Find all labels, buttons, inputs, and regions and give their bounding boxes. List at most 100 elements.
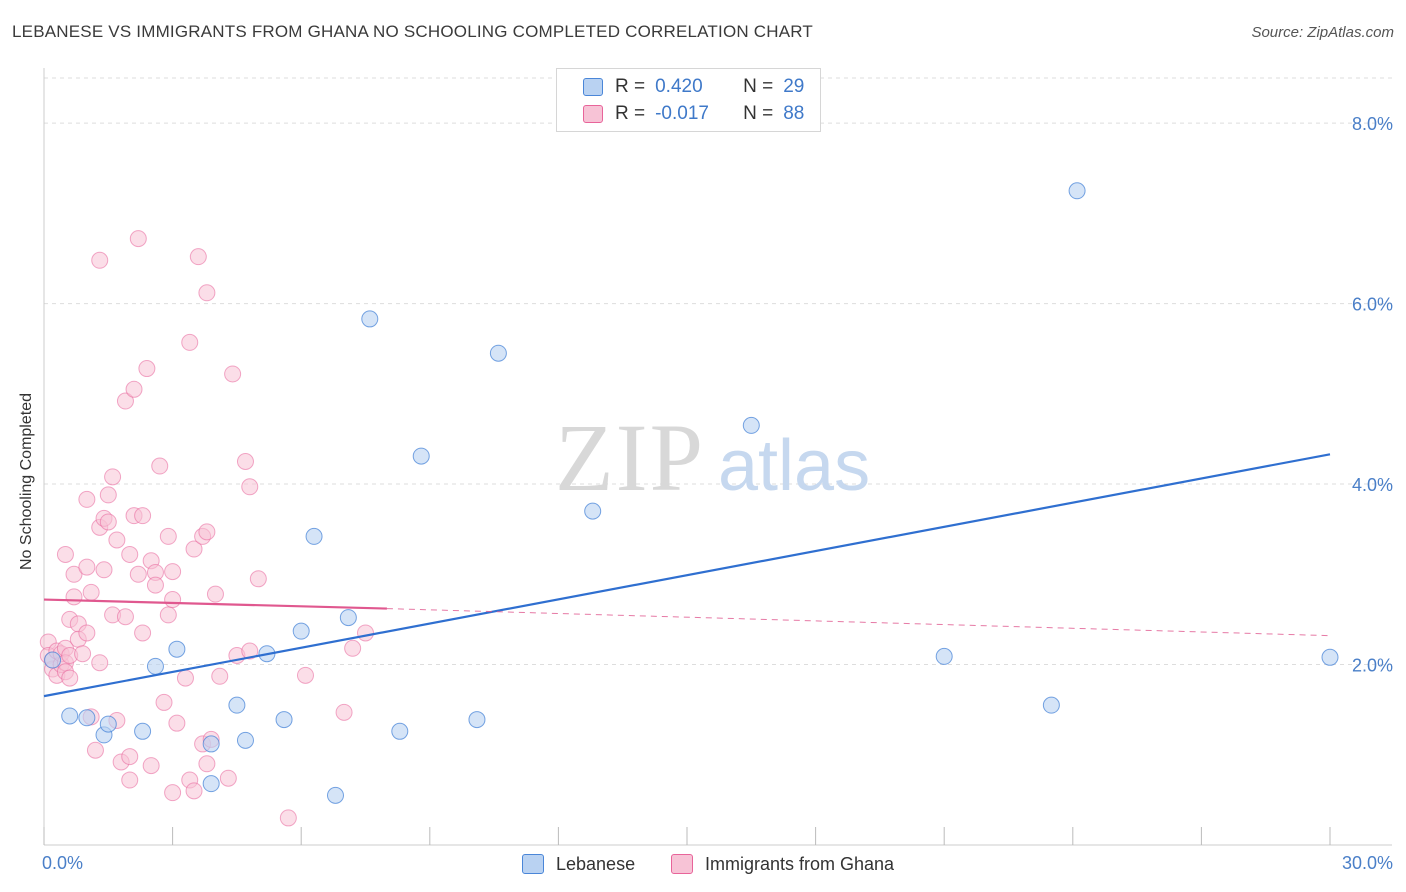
legend-swatch-lebanese xyxy=(583,78,603,96)
ghana-point xyxy=(198,523,216,541)
ghana-point xyxy=(206,585,224,603)
lebanese-point xyxy=(202,735,220,753)
ghana-point xyxy=(65,588,83,606)
y-tick-label: 4.0% xyxy=(1352,475,1393,495)
ghana-point xyxy=(241,478,259,496)
lebanese-point xyxy=(361,310,379,328)
ghana-point xyxy=(129,230,147,248)
lebanese-point xyxy=(412,447,430,465)
lebanese-point xyxy=(584,502,602,520)
legend-row-lebanese: R = 0.420 N = 29 xyxy=(583,76,804,98)
ghana-point xyxy=(159,606,177,624)
ghana-point xyxy=(129,565,147,583)
ghana-point xyxy=(95,561,113,579)
ghana-point xyxy=(99,513,117,531)
legend-n-value: 29 xyxy=(783,76,805,97)
chart-title: LEBANESE VS IMMIGRANTS FROM GHANA NO SCH… xyxy=(12,22,814,41)
ghana-point xyxy=(164,563,182,581)
ghana-point xyxy=(189,248,207,266)
legend-n-label: N = xyxy=(743,76,774,97)
lebanese-point xyxy=(44,651,62,669)
ghana-point xyxy=(279,809,297,827)
ghana-point xyxy=(121,771,139,789)
bottom-legend-ghana: Immigrants from Ghana xyxy=(671,852,894,876)
lebanese-point xyxy=(1321,648,1339,666)
lebanese-point xyxy=(391,722,409,740)
ghana-point xyxy=(61,669,79,687)
ghana-point xyxy=(104,468,122,486)
bottom-legend-label-ghana: Immigrants from Ghana xyxy=(705,853,895,874)
series-ghana-points xyxy=(39,230,374,827)
ghana-point xyxy=(151,457,169,475)
ghana-point xyxy=(357,624,374,642)
ghana-point xyxy=(134,507,152,525)
x-tick-label: 30.0% xyxy=(1342,853,1393,873)
lebanese-point xyxy=(339,609,357,627)
tick-labels: 2.0% 4.0% 6.0% 8.0% 0.0% 30.0% xyxy=(42,114,1393,873)
ghana-point xyxy=(335,703,353,721)
lebanese-point xyxy=(326,786,344,804)
legend-row-ghana: R = -0.017 N = 88 xyxy=(583,103,804,125)
lebanese-point xyxy=(468,711,486,729)
bottom-legend-lebanese: Lebanese xyxy=(522,852,635,876)
lebanese-point xyxy=(202,775,220,793)
ghana-point xyxy=(249,570,267,588)
lebanese-point xyxy=(1042,696,1060,714)
ghana-point xyxy=(91,251,109,269)
lebanese-point xyxy=(78,709,96,727)
grid-lines xyxy=(44,77,1392,666)
ghana-point xyxy=(146,576,164,594)
ghana-point xyxy=(108,531,126,549)
ghana-point xyxy=(78,490,96,508)
lebanese-point xyxy=(99,715,117,733)
ghana-point xyxy=(296,666,314,684)
ghana-point xyxy=(164,784,182,802)
ghana-point xyxy=(185,540,203,558)
lebanese-point xyxy=(489,344,507,362)
lebanese-point xyxy=(146,657,164,675)
bottom-legend-swatch-ghana xyxy=(671,854,693,874)
legend-n-label: N = xyxy=(743,103,774,124)
ghana-point xyxy=(99,486,117,504)
lebanese-point xyxy=(228,696,246,714)
trend-line-ghana-extension xyxy=(386,608,1331,637)
trend-line-ghana xyxy=(43,598,387,610)
ghana-point xyxy=(224,365,242,383)
lebanese-point xyxy=(292,622,310,640)
y-tick-label: 2.0% xyxy=(1352,656,1393,676)
ghana-point xyxy=(121,545,139,563)
ghana-point xyxy=(134,624,152,642)
watermark: ZIP atlas xyxy=(555,404,870,511)
ghana-point xyxy=(121,748,139,766)
ghana-point xyxy=(344,639,362,657)
ghana-point xyxy=(138,360,156,378)
ghana-point xyxy=(78,624,96,642)
correlation-legend: R = 0.420 N = 29 R = -0.017 N = 88 xyxy=(556,68,821,132)
ghana-point xyxy=(116,392,134,410)
legend-swatch-ghana xyxy=(583,105,603,123)
ghana-point xyxy=(125,380,143,398)
ghana-point xyxy=(241,642,259,660)
lebanese-point xyxy=(236,731,254,749)
ghana-point xyxy=(198,284,216,302)
ghana-point xyxy=(164,591,182,609)
bottom-legend-label-lebanese: Lebanese xyxy=(556,853,636,874)
ghana-point xyxy=(185,782,203,800)
lebanese-point xyxy=(305,527,323,545)
axes xyxy=(43,68,1392,846)
legend-r-value: -0.017 xyxy=(655,103,709,124)
ghana-point xyxy=(219,769,237,787)
ghana-point xyxy=(198,755,216,773)
ghana-point xyxy=(116,608,134,626)
legend-r-value: 0.420 xyxy=(655,76,703,97)
ghana-point xyxy=(142,757,160,775)
watermark-atlas: atlas xyxy=(718,426,870,506)
trend-lines xyxy=(43,453,1331,698)
ghana-point xyxy=(168,714,186,732)
bottom-legend-swatch-lebanese xyxy=(522,854,544,874)
ghana-point xyxy=(82,583,100,601)
lebanese-point xyxy=(61,707,79,725)
ghana-point xyxy=(181,333,199,351)
lebanese-point xyxy=(1068,182,1086,200)
